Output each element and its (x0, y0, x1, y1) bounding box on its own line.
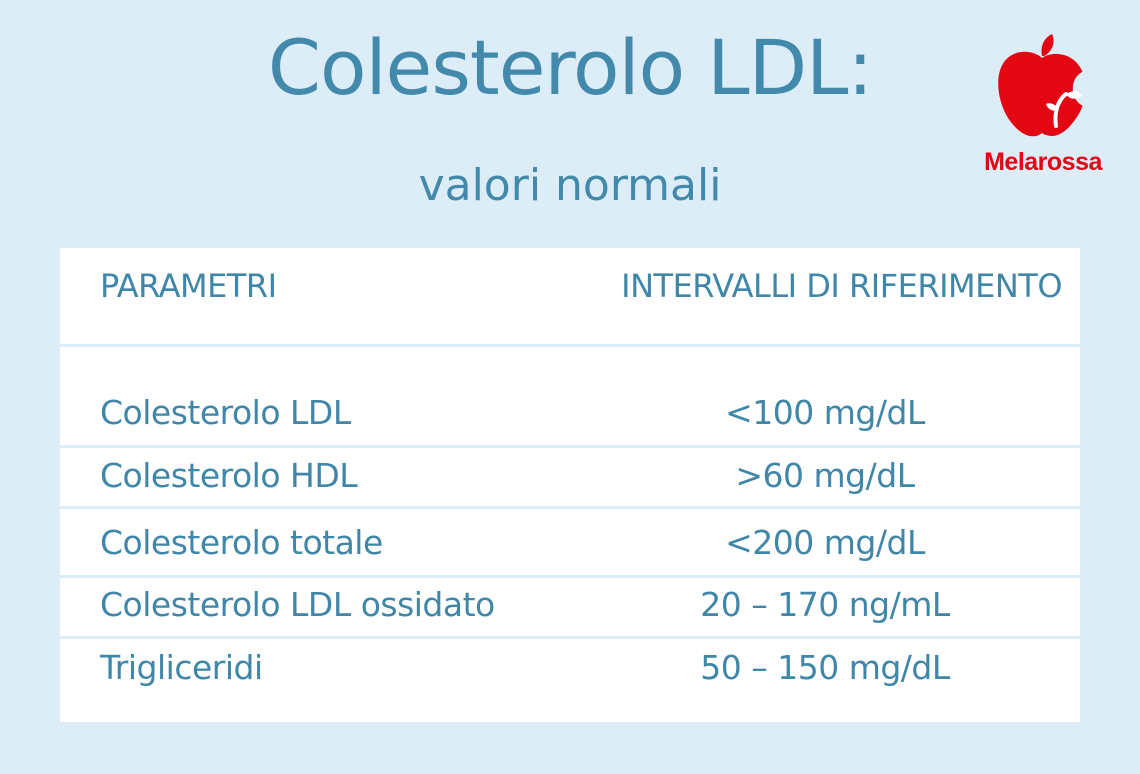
table-row: Colesterolo totale <200 mg/dL (60, 509, 1080, 578)
apple-icon (998, 34, 1088, 137)
reference-table: PARAMETRI INTERVALLI DI RIFERIMENTO Cole… (60, 248, 1080, 722)
brand-logo: Melarossa (968, 30, 1118, 182)
page-title: Colesterolo LDL: (267, 23, 873, 112)
page-subtitle: valori normali (418, 160, 722, 211)
brand-name: Melarossa (984, 148, 1102, 176)
row-parameter: Colesterolo LDL ossidato (100, 585, 495, 624)
row-parameter: Colesterolo LDL (100, 393, 351, 432)
table-row: Colesterolo HDL >60 mg/dL (60, 448, 1080, 509)
table-row: Colesterolo LDL ossidato 20 – 170 ng/mL (60, 578, 1080, 639)
row-range: 20 – 170 ng/mL (700, 585, 950, 624)
row-parameter: Trigliceridi (100, 648, 263, 687)
row-range: >60 mg/dL (735, 456, 915, 495)
row-parameter: Colesterolo HDL (100, 456, 358, 495)
row-range: <100 mg/dL (725, 393, 925, 432)
table-row: Colesterolo LDL <100 mg/dL (60, 347, 1080, 448)
column-header-intervalli: INTERVALLI DI RIFERIMENTO (621, 267, 1062, 305)
table-header: PARAMETRI INTERVALLI DI RIFERIMENTO (60, 248, 1080, 347)
row-parameter: Colesterolo totale (100, 523, 383, 562)
row-range: <200 mg/dL (725, 523, 925, 562)
table-row: Trigliceridi 50 – 150 mg/dL (60, 639, 1080, 719)
column-header-parametri: PARAMETRI (100, 267, 277, 305)
row-range: 50 – 150 mg/dL (700, 648, 950, 687)
